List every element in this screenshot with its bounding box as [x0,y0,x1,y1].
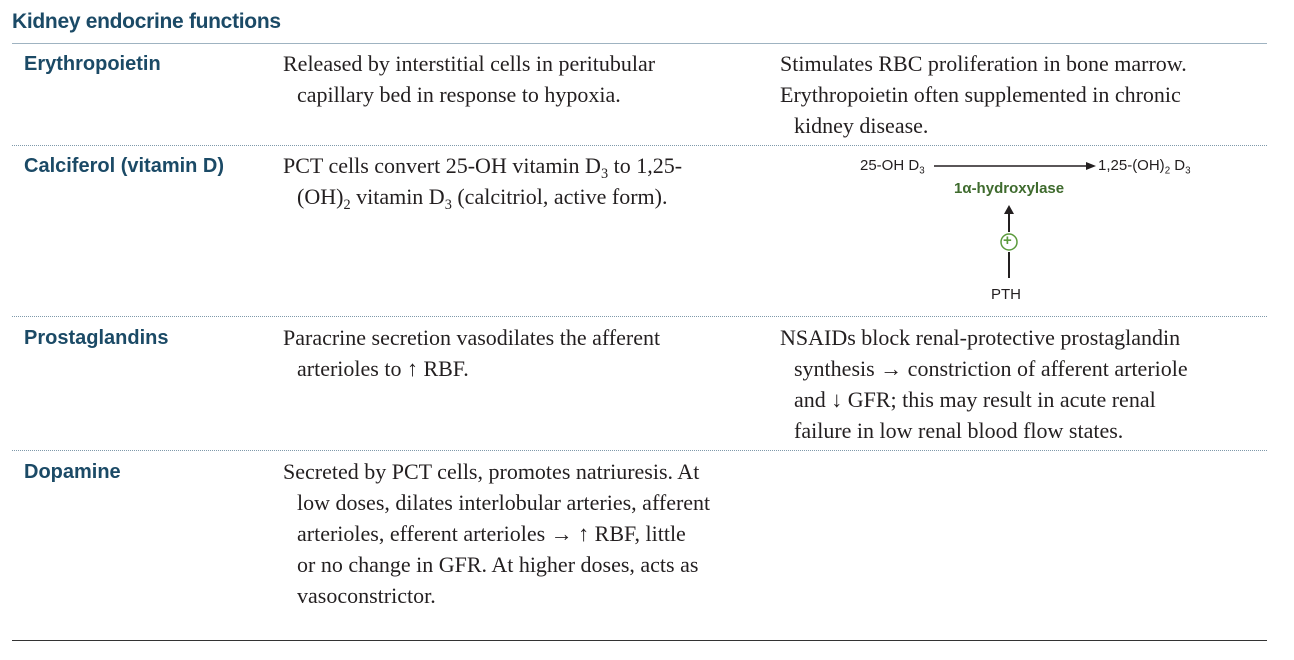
note-line: NSAIDs block renal-protective prostaglan… [780,325,1181,350]
description-line: Paracrine secretion vasodilates the affe… [283,325,661,350]
row-term: Calciferol (vitamin D) [24,155,225,177]
subscript: 2 [343,197,351,213]
row-divider [12,145,1267,146]
note-line: synthesis → constriction of afferent art… [794,356,1188,381]
table-title: Kidney endocrine functions [12,10,281,33]
description-line: arterioles to ↑ RBF. [297,356,469,381]
row-description: PCT cells convert 25-OH vitamin D3 to 1,… [283,150,763,212]
substrate-label: 25-OH D3 [860,157,925,177]
text-segment: vitamin D [350,184,445,209]
description-line: arterioles, efferent arterioles → ↑ RBF,… [297,521,686,546]
subscript: 3 [600,166,609,182]
note-line: kidney disease. [794,113,929,138]
description-line: vasoconstrictor. [297,583,436,608]
stimulation-sign: + [1003,232,1012,249]
product-label: 1,25-(OH)2 D3 [1098,157,1191,177]
row-description: Secreted by PCT cells, promotes natriure… [283,456,763,611]
row-note: Stimulates RBC proliferation in bone mar… [780,48,1260,141]
subscript: 3 [919,165,925,177]
row-term: Prostaglandins [24,327,169,349]
enzyme-label: 1α-hydroxylase [954,180,1065,197]
text-segment: D [1170,157,1186,174]
text-segment: (calcitriol, active form). [451,184,668,209]
title-rule [12,43,1267,44]
description-line: Secreted by PCT cells, promotes natriure… [283,459,700,484]
conversion-arrow-head [1086,162,1096,170]
text-segment: 25-OH D [860,157,920,174]
row-term: Erythropoietin [24,53,161,75]
regulator-label: PTH [991,286,1021,303]
row-description: Released by interstitial cells in peritu… [283,48,763,110]
description-line: low doses, dilates interlobular arteries… [297,490,711,515]
note-line: and ↓ GFR; this may result in acute rena… [794,387,1156,412]
row-description: Paracrine secretion vasodilates the affe… [283,322,763,384]
description-line: Released by interstitial cells in peritu… [283,51,656,76]
subscript: 3 [1185,165,1191,177]
text-segment: (OH) [297,184,344,209]
row-term: Dopamine [24,461,121,483]
row-divider [12,450,1267,451]
table-bottom-rule [12,640,1267,641]
text-segment: PCT cells convert 25-OH vitamin D [283,153,601,178]
note-line: Stimulates RBC proliferation in bone mar… [780,51,1187,76]
description-line: capillary bed in response to hypoxia. [297,82,621,107]
subscript: 3 [444,197,452,213]
description-line: PCT cells convert 25-OH vitamin D3 to 1,… [283,150,763,181]
note-line: Erythropoietin often supplemented in chr… [780,82,1181,107]
subscript: 2 [1164,165,1171,177]
row-note: NSAIDs block renal-protective prostaglan… [780,322,1260,446]
text-segment: 1,25-(OH) [1098,157,1165,174]
regulation-arrow-head [1004,205,1014,214]
text-segment: to 1,25- [608,153,683,178]
row-divider [12,316,1267,317]
note-line: failure in low renal blood flow states. [794,418,1124,443]
description-line: (OH)2 vitamin D3 (calcitriol, active for… [283,181,763,212]
description-line: or no change in GFR. At higher doses, ac… [297,552,699,577]
